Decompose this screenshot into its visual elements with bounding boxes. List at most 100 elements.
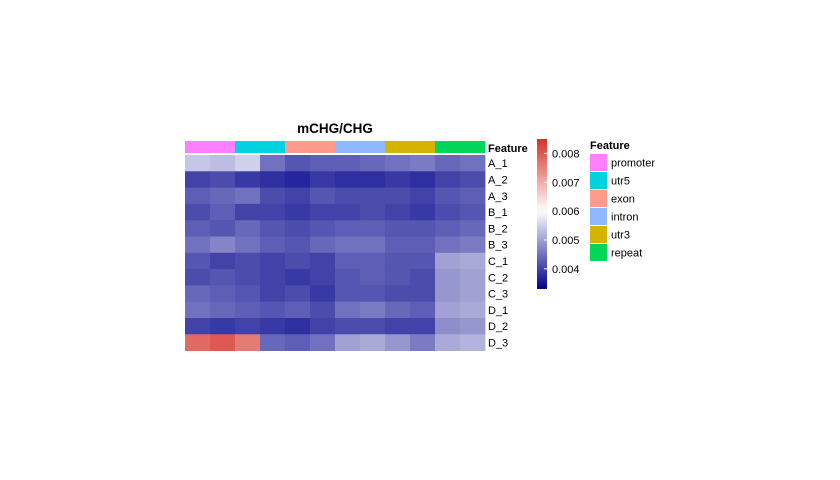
heatmap-cell	[210, 155, 236, 172]
heatmap-cell	[460, 220, 486, 237]
heatmap-cell	[310, 301, 336, 319]
heatmap-cell	[360, 220, 386, 237]
heatmap-cell	[410, 301, 436, 319]
heatmap-cell	[235, 155, 261, 172]
annotation-label: Feature	[488, 143, 528, 155]
heatmap-cell	[310, 252, 336, 270]
heatmap-cell	[335, 171, 361, 188]
heatmap-cell	[185, 334, 211, 351]
heatmap-cell	[210, 220, 236, 237]
heatmap-cell	[335, 334, 361, 351]
legend-swatch-intron	[590, 208, 607, 225]
heatmap-cell	[460, 301, 486, 319]
heatmap-cell	[435, 285, 461, 303]
heatmap-cell	[385, 334, 411, 351]
heatmap-cell	[360, 236, 386, 254]
heatmap-cell	[360, 155, 386, 172]
heatmap-cell	[235, 334, 261, 351]
heatmap-cell	[385, 236, 411, 254]
heatmap-cell	[460, 155, 486, 172]
heatmap-cell	[260, 285, 286, 303]
row-label: A_2	[488, 174, 508, 186]
heatmap-cell	[185, 318, 211, 335]
colorbar-tick-label: 0.006	[552, 206, 580, 218]
legend: promoter utr5 exon intron utr3 repeat	[590, 154, 655, 261]
heatmap-cell	[310, 285, 336, 303]
heatmap-cell	[235, 252, 261, 270]
row-label: B_3	[488, 240, 508, 252]
heatmap-cell	[285, 334, 311, 351]
heatmap-cell	[410, 171, 436, 188]
heatmap-cell	[360, 301, 386, 319]
heatmap-cell	[210, 269, 236, 286]
colorbar-tick-label: 0.007	[552, 177, 580, 189]
heatmap-cell	[235, 236, 261, 254]
heatmap-cell	[335, 318, 361, 335]
heatmap-cell	[235, 187, 261, 205]
heatmap-cell	[335, 236, 361, 254]
heatmap-cell	[460, 171, 486, 188]
heatmap-cell	[185, 285, 211, 303]
heatmap-cell	[260, 187, 286, 205]
legend-label-utr5: utr5	[611, 176, 630, 188]
heatmap-cell	[335, 269, 361, 286]
heatmap-cell	[285, 301, 311, 319]
row-label: A_3	[488, 191, 508, 203]
heatmap-cell	[235, 269, 261, 286]
heatmap-cell	[335, 301, 361, 319]
heatmap-cell	[460, 285, 486, 303]
annotation-block-repeat	[435, 141, 486, 153]
heatmap-cell	[310, 155, 336, 172]
heatmap-cell	[435, 269, 461, 286]
heatmap-cell	[460, 203, 486, 221]
row-label: C_3	[488, 289, 508, 301]
annotation-block-exon	[285, 141, 336, 153]
heatmap-cell	[410, 155, 436, 172]
heatmap-cell	[235, 301, 261, 319]
heatmap-cell	[260, 171, 286, 188]
heatmap-cell	[385, 285, 411, 303]
heatmap-cell	[310, 203, 336, 221]
heatmap-cell	[360, 285, 386, 303]
legend-swatch-exon	[590, 190, 607, 207]
legend-title: Feature	[590, 140, 630, 152]
heatmap-cell	[460, 318, 486, 335]
heatmap-cell	[335, 203, 361, 221]
heatmap-cell	[210, 252, 236, 270]
heatmap-cell	[260, 220, 286, 237]
annotation-block-promoter	[185, 141, 236, 153]
legend-label-exon: exon	[611, 194, 635, 206]
legend-label-repeat: repeat	[611, 248, 642, 260]
heatmap-cell	[185, 301, 211, 319]
heatmap-cell	[210, 171, 236, 188]
heatmap-cell	[285, 220, 311, 237]
heatmap-cell	[235, 203, 261, 221]
heatmap-cell	[385, 155, 411, 172]
heatmap-cell	[410, 334, 436, 351]
heatmap-cell	[385, 220, 411, 237]
row-label: A_1	[488, 158, 508, 170]
heatmap-cell	[210, 203, 236, 221]
heatmap-cell	[410, 252, 436, 270]
feature-annotation-bar	[185, 141, 486, 153]
heatmap-cell	[335, 187, 361, 205]
colorbar-tick-label: 0.008	[552, 148, 580, 160]
heatmap-cell	[460, 236, 486, 254]
heatmap-cell	[260, 203, 286, 221]
heatmap-cell	[360, 269, 386, 286]
heatmap-cell	[435, 334, 461, 351]
heatmap-cell	[185, 187, 211, 205]
heatmap-cell	[460, 334, 486, 351]
heatmap-cell	[435, 155, 461, 172]
heatmap-cell	[335, 220, 361, 237]
heatmap-cell	[435, 252, 461, 270]
heatmap-cell	[185, 220, 211, 237]
heatmap-cell	[460, 252, 486, 270]
heatmap-cell	[285, 203, 311, 221]
heatmap-cell	[235, 285, 261, 303]
heatmap-cell	[385, 171, 411, 188]
heatmap-cell	[285, 236, 311, 254]
heatmap-cell	[385, 187, 411, 205]
heatmap-cell	[185, 236, 211, 254]
